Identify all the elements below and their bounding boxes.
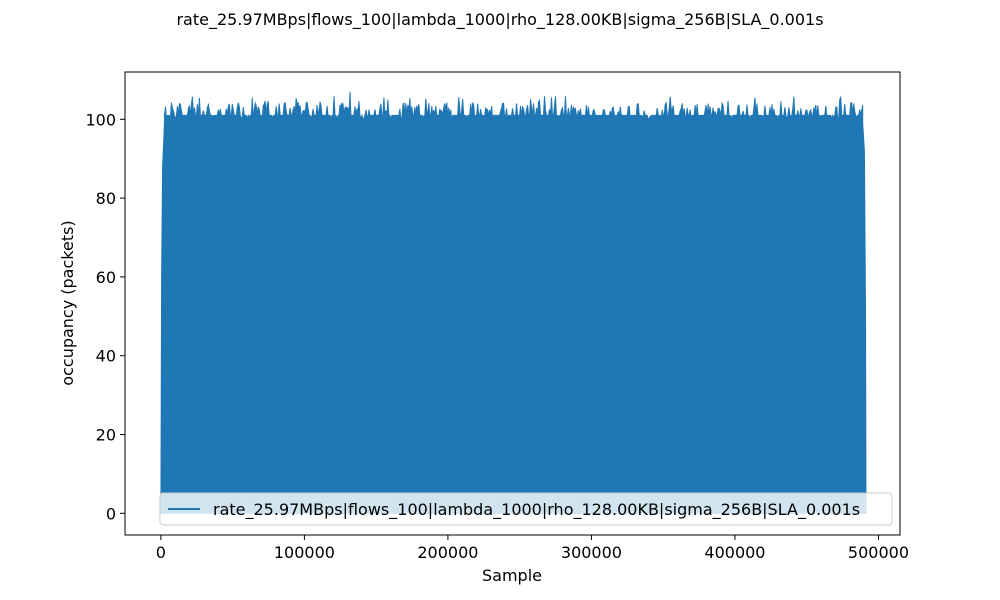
legend: rate_25.97MBps|flows_100|lambda_1000|rho… — [159, 492, 893, 526]
x-tick-label: 300000 — [561, 543, 622, 562]
y-axis-label: occupancy (packets) — [58, 220, 77, 385]
x-tick-label: 400000 — [704, 543, 765, 562]
x-tick-label: 500000 — [848, 543, 909, 562]
x-tick-label: 100000 — [274, 543, 335, 562]
y-tick-label: 80 — [96, 189, 116, 208]
plot-area — [160, 91, 867, 514]
x-axis: 0 100000 200000 300000 400000 500000 — [156, 535, 909, 562]
x-tick-label: 0 — [156, 543, 166, 562]
plot-frame — [124, 71, 901, 536]
y-tick-label: 0 — [106, 504, 116, 523]
legend-label: rate_25.97MBps|flows_100|lambda_1000|rho… — [213, 500, 860, 520]
y-axis: 0 20 40 60 80 100 — [85, 110, 125, 523]
y-tick-label: 100 — [85, 110, 116, 129]
y-tick-label: 60 — [96, 268, 116, 287]
y-tick-label: 20 — [96, 426, 116, 445]
chart-title: rate_25.97MBps|flows_100|lambda_1000|rho… — [176, 10, 823, 30]
series-occupancy-trace — [160, 91, 867, 514]
legend-box — [159, 492, 893, 526]
y-tick-label: 40 — [96, 347, 116, 366]
x-axis-label: Sample — [482, 566, 542, 585]
x-tick-label: 200000 — [417, 543, 478, 562]
